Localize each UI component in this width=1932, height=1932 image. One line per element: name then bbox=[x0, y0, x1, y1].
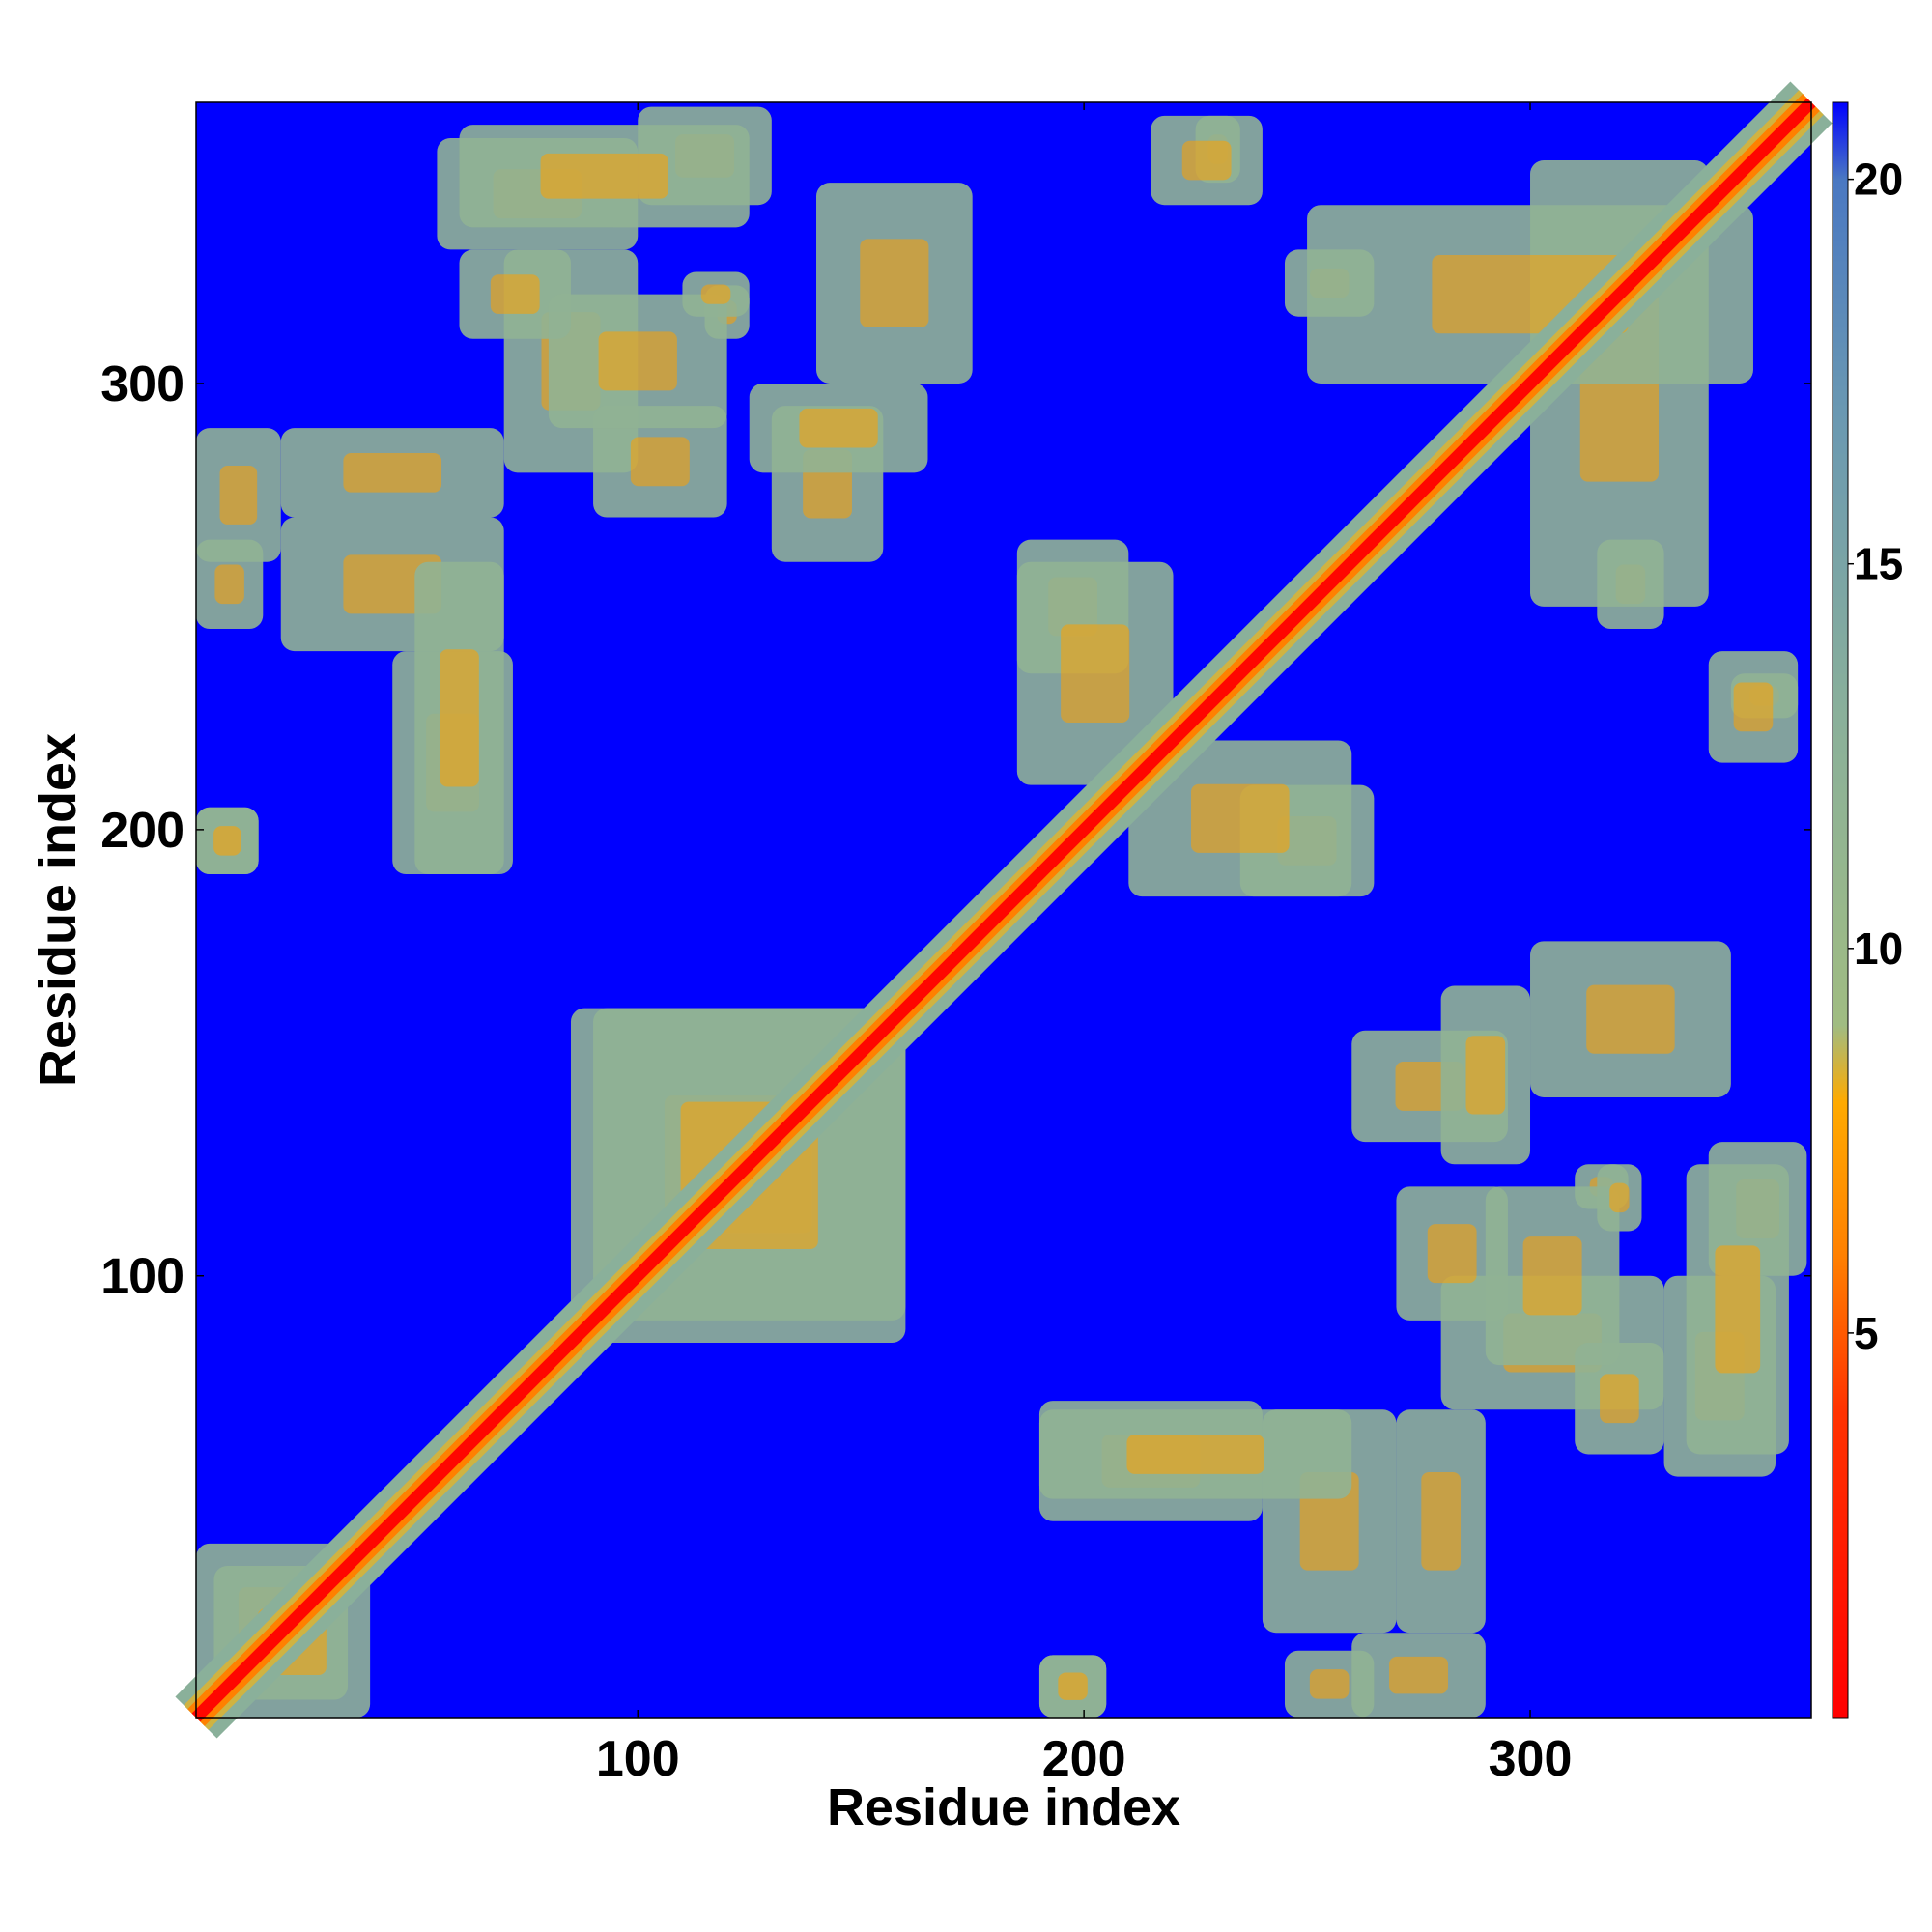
contact-region-core-0 bbox=[214, 564, 244, 605]
colorbar-ticks: 5 10 15 20 bbox=[1848, 155, 1903, 1358]
contact-region-core-19-mirror bbox=[700, 284, 731, 304]
x-tick-label-100: 100 bbox=[596, 1731, 680, 1787]
colorbar-tick-label-10: 10 bbox=[1854, 923, 1903, 974]
contact-region-core-20 bbox=[1421, 1471, 1461, 1571]
y-axis-label: Residue index bbox=[29, 733, 87, 1087]
plot-frame bbox=[195, 101, 1812, 1719]
y-axis-ticks: 100 200 300 bbox=[100, 356, 1811, 1305]
colorbar-tick-label-5: 5 bbox=[1854, 1308, 1879, 1358]
contact-region-core-9 bbox=[860, 239, 929, 327]
contact-region-core-19 bbox=[1609, 1182, 1630, 1213]
diagonal-core bbox=[191, 98, 1816, 1722]
contact-region-core-27-mirror bbox=[219, 465, 258, 525]
x-tick-label-200: 200 bbox=[1042, 1731, 1126, 1787]
y-tick-label-100: 100 bbox=[100, 1249, 185, 1305]
contact-region-core-20-mirror bbox=[343, 453, 442, 493]
contact-region-core-17 bbox=[1600, 1374, 1639, 1424]
y-tick-label-200: 200 bbox=[100, 803, 185, 859]
contact-region-core-16-mirror bbox=[598, 331, 677, 391]
contact-region-core-15 bbox=[1465, 1036, 1506, 1115]
contact-region-core-22-mirror bbox=[213, 826, 242, 856]
colorbar-tick-label-15: 15 bbox=[1854, 539, 1903, 589]
contact-region-core-16 bbox=[1522, 1236, 1582, 1316]
contact-region-core-6 bbox=[630, 437, 690, 487]
contact-region-core-21-mirror bbox=[440, 649, 479, 787]
x-tick-label-300: 300 bbox=[1489, 1731, 1573, 1787]
contact-region-core-21 bbox=[1126, 1435, 1264, 1474]
colorbar: 5 10 15 20 bbox=[1832, 101, 1903, 1719]
contact-region-core-15-mirror bbox=[799, 408, 878, 448]
contact-region-core-18-mirror bbox=[540, 153, 668, 199]
x-axis-ticks: 100 200 300 bbox=[596, 102, 1573, 1787]
heatmap-plot bbox=[175, 81, 1833, 1739]
contact-region-core-22 bbox=[1058, 1672, 1088, 1700]
contact-region-core-0-mirror bbox=[1309, 1669, 1350, 1699]
contact-region-core-27 bbox=[1389, 1656, 1449, 1694]
colorbar-gradient bbox=[1832, 101, 1849, 1719]
contact-region-core-12-mirror bbox=[1061, 624, 1130, 724]
contact-region-core-6-mirror bbox=[1427, 1224, 1477, 1284]
contact-region-core-26 bbox=[1733, 682, 1774, 732]
x-axis-label: Residue index bbox=[827, 1778, 1180, 1836]
contact-region-core-17-mirror bbox=[490, 274, 540, 314]
contact-region-core-9-mirror bbox=[1586, 984, 1675, 1054]
contact-region-core-26-mirror bbox=[1181, 140, 1232, 181]
contact-region-core-12 bbox=[1190, 783, 1290, 853]
contact-region-core-18 bbox=[1715, 1245, 1761, 1374]
y-tick-label-300: 300 bbox=[100, 356, 185, 412]
diagonal-band bbox=[175, 81, 1833, 1739]
colorbar-tick-label-20: 20 bbox=[1854, 155, 1903, 205]
